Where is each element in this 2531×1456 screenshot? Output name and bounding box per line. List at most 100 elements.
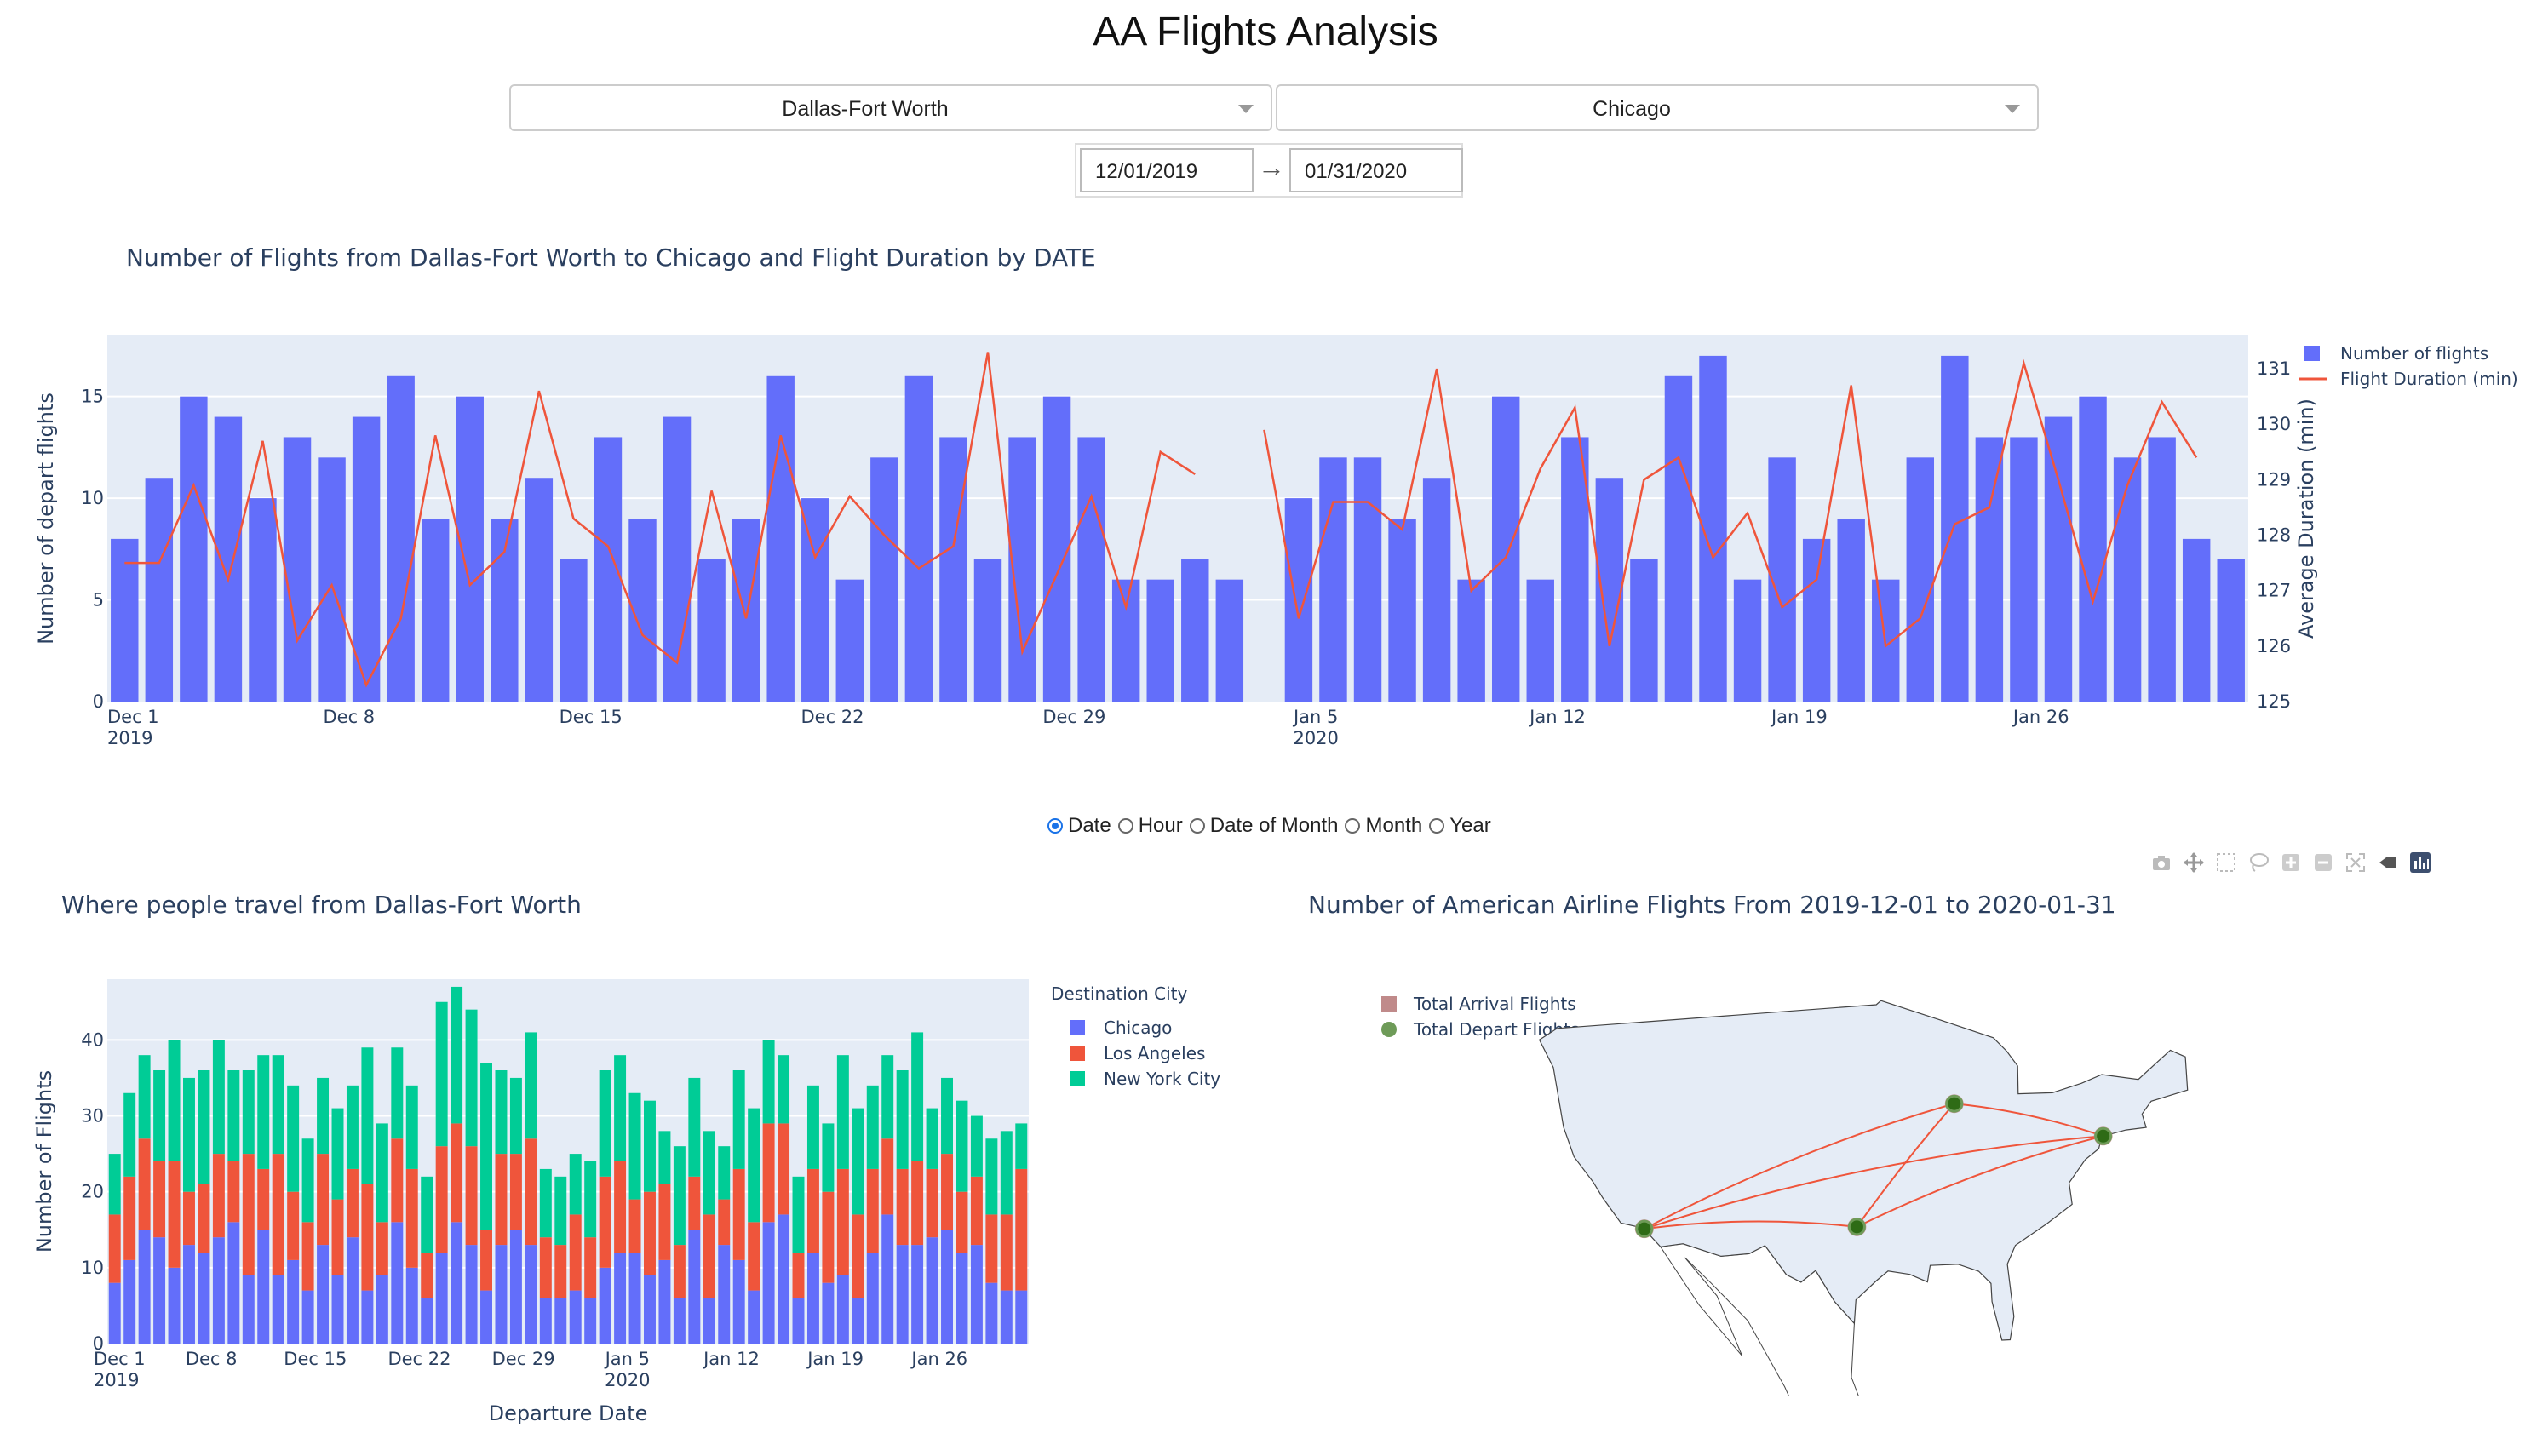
stacked-bar-segment: [941, 1230, 953, 1344]
flight-count-bar: [352, 416, 381, 702]
stacked-bar-segment: [822, 1282, 835, 1344]
stacked-bar-segment: [376, 1275, 388, 1344]
stacked-bar-segment: [198, 1070, 210, 1184]
lasso-icon[interactable]: [2247, 851, 2270, 874]
autoscale-icon[interactable]: [2344, 851, 2367, 874]
pan-icon[interactable]: [2182, 851, 2206, 874]
camera-icon[interactable]: [2149, 851, 2173, 874]
x-tick-label: Jan 12: [702, 1349, 760, 1369]
stacked-bar-segment: [748, 1222, 760, 1291]
stacked-bar-segment: [584, 1298, 597, 1344]
stacked-bar-segment: [480, 1230, 492, 1291]
stacked-bar-segment: [212, 1040, 225, 1155]
stacked-bar-segment: [108, 1282, 121, 1344]
stacked-bar-segment: [287, 1259, 300, 1344]
stacked-bar-segment: [405, 1267, 418, 1344]
flight-count-bar: [387, 375, 415, 702]
stacked-bar-segment: [569, 1290, 582, 1344]
depart-marker: [1945, 1094, 1964, 1113]
stacked-bar-segment: [554, 1298, 567, 1344]
flight-count-bar: [560, 559, 588, 702]
x-axis-title: Departure Date: [489, 1402, 648, 1425]
radio-label: Year: [1449, 814, 1491, 837]
radio-date[interactable]: Date: [1047, 814, 1111, 838]
start-date-input[interactable]: 12/01/2019: [1080, 148, 1254, 192]
flight-count-bar: [1630, 559, 1658, 702]
y2-tick-label: 125: [2257, 691, 2291, 712]
route-line: [1644, 1220, 1857, 1230]
stacked-bar-segment: [911, 1245, 924, 1344]
stacked-bar-segment: [956, 1253, 968, 1344]
end-date-input[interactable]: 01/31/2020: [1289, 148, 1463, 192]
stacked-bar-segment: [183, 1191, 195, 1246]
radio-month[interactable]: Month: [1345, 814, 1422, 838]
stacked-bar-segment: [644, 1100, 656, 1192]
flight-count-bar: [1181, 559, 1209, 702]
stacked-bar-segment: [688, 1230, 701, 1344]
stacked-bar-segment: [509, 1230, 522, 1344]
flight-count-bar: [732, 519, 760, 702]
stacked-bar-segment: [732, 1259, 745, 1344]
flight-count-bar: [2182, 538, 2211, 702]
zoom-out-icon[interactable]: [2311, 851, 2335, 874]
stacked-bar-segment: [317, 1154, 330, 1246]
origin-dropdown[interactable]: Dallas-Fort Worth: [509, 84, 1272, 131]
legend-label: New York City: [1104, 1069, 1220, 1089]
stacked-bar-segment: [584, 1161, 597, 1238]
x-tick-label: Jan 5: [1292, 707, 1338, 727]
radio-icon[interactable]: [1345, 818, 1361, 834]
flight-count-bar: [2113, 457, 2142, 702]
stacked-bar-segment: [792, 1298, 805, 1344]
top-chart-title: Number of Flights from Dallas-Fort Worth…: [126, 244, 1096, 272]
arrival-swatch-icon: [1381, 996, 1397, 1012]
radio-selected-icon[interactable]: [1047, 818, 1063, 834]
flight-count-bar: [283, 437, 312, 702]
box-select-icon[interactable]: [2214, 851, 2238, 874]
y-axis-title: Number of Flights: [32, 1070, 56, 1253]
radio-year[interactable]: Year: [1429, 814, 1491, 838]
stacked-bar-segment: [762, 1123, 775, 1223]
plotly-logo-icon[interactable]: [2408, 851, 2432, 874]
radio-hour[interactable]: Hour: [1117, 814, 1183, 838]
legend-item-arrival[interactable]: Total Arrival Flights: [1381, 991, 1579, 1017]
stacked-bar-segment: [792, 1176, 805, 1253]
x-tick-year-label: 2020: [1293, 728, 1338, 748]
x-tick-label: Jan 19: [1770, 707, 1828, 727]
flight-count-bar: [1111, 579, 1140, 702]
radio-icon[interactable]: [1189, 818, 1205, 834]
stacked-bar-segment: [658, 1259, 671, 1344]
radio-icon[interactable]: [1429, 818, 1445, 834]
zoom-in-icon[interactable]: [2279, 851, 2303, 874]
y-axis-title: Number of depart flights: [34, 393, 58, 645]
x-tick-label: Dec 15: [560, 707, 623, 727]
stacked-bar-segment: [138, 1138, 151, 1230]
map-title: Number of American Airline Flights From …: [1308, 891, 2116, 919]
x-tick-label: Jan 19: [806, 1349, 864, 1369]
radio-icon[interactable]: [1117, 818, 1133, 834]
radio-label: Date: [1068, 814, 1111, 837]
x-tick-label: Dec 29: [1042, 707, 1105, 727]
stacked-bar-segment: [703, 1131, 715, 1215]
x-tick-label: Jan 5: [604, 1349, 650, 1369]
stacked-bar-segment: [778, 1123, 790, 1215]
chevron-down-icon[interactable]: [2005, 105, 2020, 113]
stacked-bar-segment: [123, 1259, 136, 1344]
chevron-down-icon[interactable]: [1238, 105, 1254, 113]
date-range-arrow-icon: →: [1258, 152, 1285, 182]
x-tick-label: Jan 26: [910, 1349, 967, 1369]
radio-label: Date of Month: [1209, 814, 1339, 837]
destination-dropdown[interactable]: Chicago: [1276, 84, 2039, 131]
radio-date-of-month[interactable]: Date of Month: [1189, 814, 1339, 838]
flight-count-bar: [1975, 437, 2004, 702]
home-icon[interactable]: [2376, 851, 2400, 874]
flight-count-bar: [870, 457, 898, 702]
radio-label: Month: [1365, 814, 1423, 837]
y2-tick-label: 129: [2257, 469, 2291, 490]
legend-label: Total Arrival Flights: [1414, 994, 1576, 1014]
stacked-bar-segment: [495, 1245, 508, 1344]
stacked-bar-segment: [421, 1298, 433, 1344]
stacked-bar-segment: [257, 1168, 270, 1230]
stacked-bar-segment: [748, 1290, 760, 1344]
stacked-bar-segment: [525, 1245, 537, 1344]
stacked-bar-segment: [108, 1154, 121, 1215]
